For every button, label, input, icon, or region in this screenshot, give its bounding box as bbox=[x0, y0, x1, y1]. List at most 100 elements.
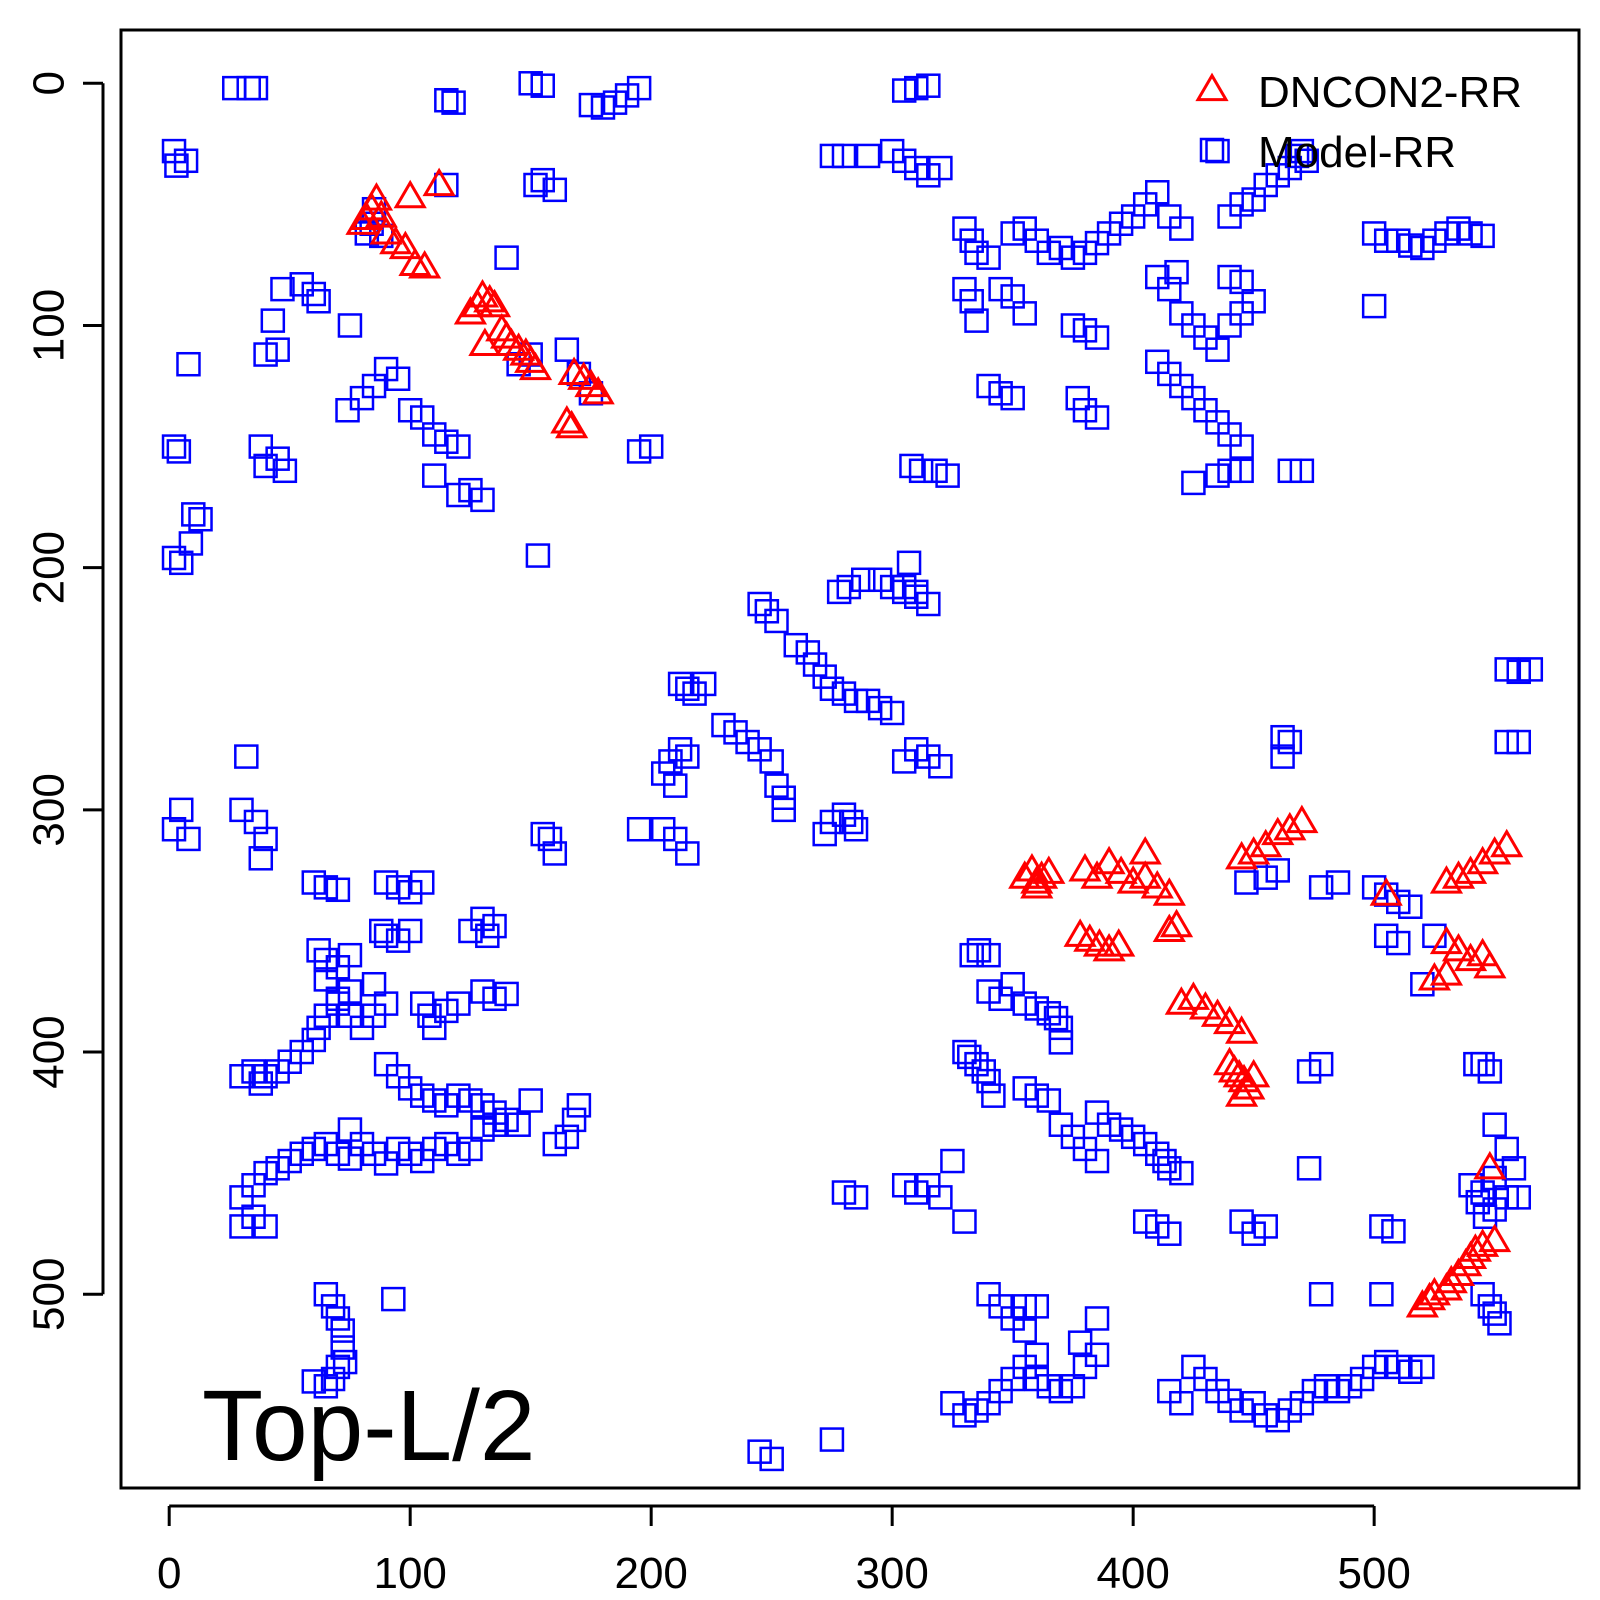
model-rr-point bbox=[626, 75, 652, 101]
model-rr-point bbox=[178, 531, 204, 556]
model-rr-point bbox=[260, 308, 286, 333]
top-l2-annotation: Top-L/2 bbox=[202, 1370, 536, 1482]
model-rr-point bbox=[843, 816, 869, 842]
model-rr-point bbox=[959, 289, 984, 314]
legend-model-label: Model-RR bbox=[1258, 128, 1456, 177]
model-rr-point bbox=[747, 591, 772, 617]
model-rr-point bbox=[1265, 858, 1291, 883]
dncon2-rr-point bbox=[1465, 845, 1500, 875]
dncon2-rr-point bbox=[1417, 962, 1452, 991]
dncon2-rr-point bbox=[1429, 865, 1464, 894]
model-rr-point bbox=[1487, 1311, 1512, 1336]
model-rr-point bbox=[229, 1214, 254, 1239]
model-rr-point bbox=[1506, 729, 1532, 755]
dncon2-rr-point bbox=[1273, 811, 1307, 841]
model-rr-point bbox=[1482, 1197, 1507, 1222]
dncon2-rr-point bbox=[1441, 860, 1476, 889]
model-rr-point bbox=[1048, 1015, 1074, 1041]
model-rr-point bbox=[518, 1088, 543, 1113]
model-rr-point bbox=[976, 245, 1001, 270]
dncon2-rr-point bbox=[473, 283, 507, 313]
model-rr-point bbox=[166, 439, 192, 464]
model-rr-point bbox=[663, 773, 688, 798]
model-rr-point bbox=[243, 809, 269, 835]
model-rr-point bbox=[325, 877, 351, 903]
model-rr-point bbox=[168, 550, 194, 576]
model-rr-point bbox=[759, 1446, 784, 1472]
model-rr-point bbox=[1296, 1156, 1322, 1181]
model-rr-point bbox=[1000, 1366, 1025, 1392]
model-rr-point bbox=[482, 913, 507, 939]
model-rr-point bbox=[940, 1148, 965, 1174]
dncon2-rr-point bbox=[388, 230, 422, 260]
model-rr-point bbox=[1381, 1219, 1406, 1244]
dncon2-rr-point bbox=[1473, 1150, 1507, 1180]
dncon2-rr-point bbox=[393, 179, 427, 209]
model-rr-point bbox=[667, 737, 693, 762]
model-rr-point bbox=[899, 453, 924, 479]
model-rr-point bbox=[470, 487, 495, 513]
model-rr-point bbox=[253, 1214, 278, 1239]
model-rr-point bbox=[981, 1083, 1006, 1108]
dncon2-rr-point bbox=[1032, 855, 1066, 884]
model-rr-point bbox=[446, 991, 471, 1016]
model-rr-point bbox=[1277, 729, 1303, 755]
model-rr-point bbox=[928, 1185, 953, 1210]
model-rr-point bbox=[843, 1185, 869, 1210]
y-tick-label: 400 bbox=[25, 1015, 74, 1088]
dncon2-rr-point bbox=[1164, 986, 1198, 1015]
dncon2-rr-point bbox=[1200, 998, 1235, 1027]
model-rr-point bbox=[691, 671, 717, 697]
model-rr-point bbox=[253, 826, 278, 852]
dncon2-rr-point bbox=[1412, 1281, 1447, 1311]
model-rr-point bbox=[525, 543, 551, 568]
model-rr-point bbox=[385, 366, 411, 392]
y-tick-label: 0 bbox=[25, 71, 74, 95]
dncon2-rr-point bbox=[1285, 804, 1319, 834]
dncon2-rr-point bbox=[465, 279, 500, 308]
model-rr-point bbox=[1470, 223, 1495, 249]
model-rr-point bbox=[675, 676, 700, 702]
model-rr-point bbox=[397, 918, 423, 944]
dncon2-rr-point bbox=[1453, 855, 1488, 884]
dncon2-rr-point bbox=[502, 332, 536, 361]
dncon2-rr-point bbox=[1068, 853, 1102, 882]
model-rr-point bbox=[561, 1107, 587, 1133]
model-rr-point bbox=[896, 550, 922, 576]
model-rr-point bbox=[1463, 1051, 1488, 1077]
dncon2-rr-point bbox=[1128, 860, 1162, 889]
model-rr-point bbox=[1482, 1112, 1507, 1137]
x-tick-label: 400 bbox=[1096, 1549, 1169, 1598]
model-rr-point bbox=[1164, 259, 1189, 285]
model-rr-point bbox=[1229, 458, 1254, 484]
dncon2-rr-point bbox=[1478, 836, 1512, 865]
model-rr-point bbox=[306, 289, 331, 314]
model-rr-point bbox=[976, 1068, 1001, 1094]
model-rr-point bbox=[369, 918, 394, 944]
model-rr-point bbox=[537, 826, 563, 852]
x-axis: 0 100 200 300 400 500 bbox=[157, 1504, 1411, 1598]
model-rr-point bbox=[1289, 138, 1315, 164]
dncon2-rr-point bbox=[1092, 845, 1126, 875]
model-rr-point bbox=[161, 816, 187, 842]
model-rr-point bbox=[1181, 470, 1206, 496]
model-rr-point bbox=[759, 749, 784, 774]
plot-frame bbox=[119, 28, 1581, 1490]
model-rr-point bbox=[181, 502, 206, 527]
model-rr-point bbox=[1477, 1059, 1503, 1084]
model-rr-point bbox=[1234, 870, 1259, 895]
model-rr-point bbox=[1000, 385, 1025, 411]
model-rr-point bbox=[248, 846, 274, 871]
model-rr-point bbox=[1284, 143, 1310, 169]
model-rr-point bbox=[754, 599, 780, 624]
model-rr-point bbox=[1205, 337, 1230, 362]
dncon2-rr-point bbox=[1092, 932, 1126, 962]
x-tick-label: 200 bbox=[614, 1549, 687, 1598]
model-rr-point bbox=[838, 809, 864, 835]
model-rr-point bbox=[542, 841, 568, 866]
model-rr-point bbox=[1289, 458, 1315, 484]
model-rr-point bbox=[1270, 744, 1295, 769]
dncon2-rr-point bbox=[468, 327, 502, 356]
model-rr-point bbox=[1145, 180, 1170, 205]
dncon2-rr-point bbox=[1453, 942, 1488, 972]
